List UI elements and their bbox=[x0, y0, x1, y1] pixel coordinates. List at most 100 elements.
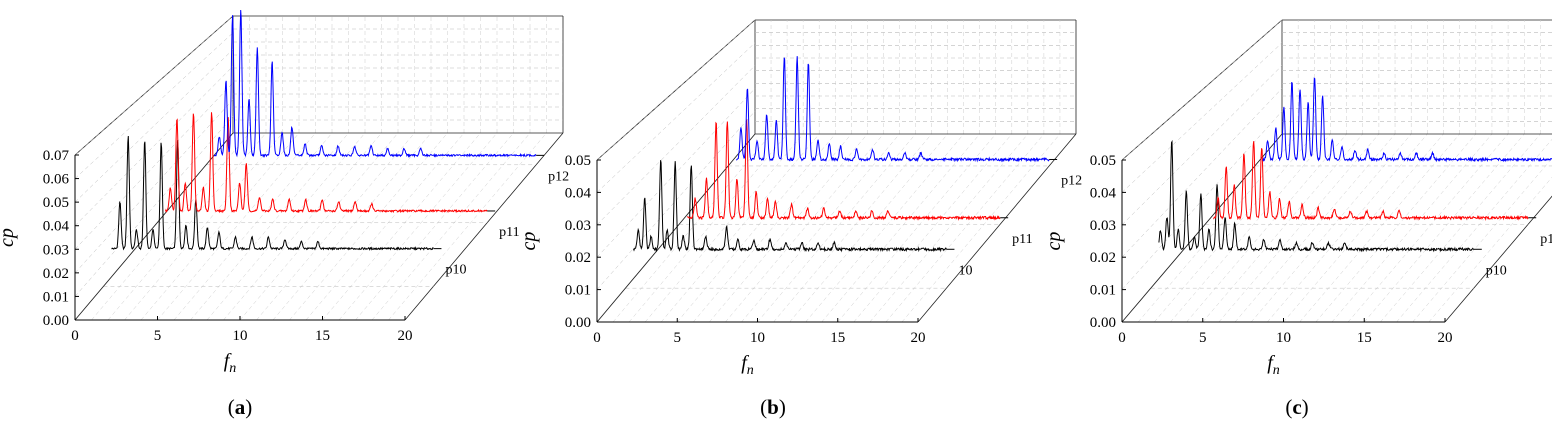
floor-grid-depth bbox=[1412, 157, 1552, 323]
y-tick-label: 0.03 bbox=[1090, 218, 1116, 234]
side-wall-grid bbox=[74, 82, 234, 250]
side-wall-grid bbox=[74, 15, 234, 156]
x-axis-label: fn bbox=[1267, 352, 1280, 378]
floor-grid-depth bbox=[1283, 133, 1444, 323]
series-line-p10 bbox=[111, 135, 434, 251]
floor-grid-depth bbox=[1218, 133, 1380, 323]
side-wall-grid bbox=[1121, 19, 1283, 161]
floor-grid-depth bbox=[157, 132, 316, 321]
floor-grid-depth bbox=[1299, 133, 1460, 323]
series-line-p11 bbox=[164, 112, 488, 214]
floor-left-edge bbox=[596, 133, 756, 323]
floor-grid-depth bbox=[190, 132, 349, 321]
y-tick-label: 0.00 bbox=[1090, 315, 1116, 331]
side-wall-grid bbox=[1121, 42, 1283, 193]
y-tick-label: 0.01 bbox=[565, 283, 591, 299]
floor-grid-depth bbox=[223, 132, 382, 321]
floor-grid-depth bbox=[1170, 133, 1331, 323]
floor-grid-depth bbox=[644, 133, 804, 323]
floor-grid-depth bbox=[289, 132, 448, 321]
floor-grid-depth bbox=[140, 132, 300, 321]
panel-label: (c) bbox=[1285, 395, 1308, 419]
floor-grid-depth bbox=[322, 132, 481, 321]
x-tick-label: 10 bbox=[1276, 330, 1291, 346]
series-line-p10 bbox=[1158, 139, 1475, 253]
panel-label: (a) bbox=[228, 395, 253, 419]
floor-grid-depth bbox=[741, 133, 900, 323]
floor-grid-depth bbox=[1347, 133, 1509, 323]
y-tick-label: 0.00 bbox=[43, 313, 69, 329]
floor-grid-depth bbox=[677, 133, 836, 323]
floor-grid-depth bbox=[1444, 195, 1552, 323]
y-tick-label: 0.04 bbox=[1090, 185, 1117, 201]
series-label-p12: p12 bbox=[1061, 173, 1082, 188]
floor-grid-depth bbox=[725, 133, 884, 323]
floor-grid-depth bbox=[1331, 133, 1493, 323]
side-wall-grid bbox=[74, 49, 234, 203]
side-wall-grid bbox=[596, 65, 756, 225]
series-label-p10: p10 bbox=[445, 263, 466, 278]
panel-label: (b) bbox=[760, 395, 786, 419]
x-tick-label: 15 bbox=[315, 328, 330, 344]
series-line-p11 bbox=[1213, 141, 1529, 221]
x-tick-label: 0 bbox=[593, 330, 601, 346]
x-tick-label: 15 bbox=[1357, 330, 1372, 346]
chart-panel-c: 0 5 10 15 20 0.00 0.01 0.02 0.03 0.04 0.05 fn cp p10 p… bbox=[1043, 19, 1552, 419]
floor-left-edge bbox=[74, 132, 234, 321]
y-tick-label: 0.02 bbox=[1090, 250, 1116, 266]
floor-grid-depth bbox=[805, 133, 964, 323]
side-wall-grid bbox=[1121, 111, 1283, 290]
series-label-p11: p11 bbox=[499, 225, 519, 240]
floor-grid-depth bbox=[757, 133, 916, 323]
floor-grid-depth bbox=[1364, 133, 1525, 323]
floor-grid-depth bbox=[885, 133, 1045, 323]
x-tick-label: 0 bbox=[71, 328, 79, 344]
y-tick-label: 0.07 bbox=[43, 148, 70, 164]
y-tick-label: 0.01 bbox=[43, 289, 69, 305]
series-label-p11: p11 bbox=[1012, 232, 1032, 247]
chart-panel-a: 0 5 10 15 20 0.00 0.01 0.02 0.03 0.04 0.05 0.06 0.07… bbox=[0, 9, 569, 419]
floor-grid-depth bbox=[901, 133, 1061, 323]
chart-panel-b: 0 5 10 15 20 0.00 0.01 0.02 0.03 0.04 0.05 fn cp 10 p1… bbox=[518, 19, 1082, 419]
floor-grid-depth bbox=[107, 132, 267, 321]
side-wall-grid bbox=[596, 42, 756, 193]
floor-grid-depth bbox=[869, 133, 1029, 323]
y-tick-label: 0.04 bbox=[43, 219, 70, 235]
floor-grid-depth bbox=[1202, 133, 1363, 323]
floor-grid-depth bbox=[1267, 133, 1428, 323]
floor-grid-depth bbox=[91, 132, 250, 321]
side-wall-grid bbox=[74, 65, 234, 226]
floor-grid-depth bbox=[1154, 133, 1315, 323]
side-wall-grid bbox=[74, 116, 234, 297]
y-tick-label: 0.01 bbox=[1090, 283, 1116, 299]
side-wall-grid bbox=[596, 19, 756, 161]
x-tick-label: 5 bbox=[674, 330, 682, 346]
floor-grid-depth bbox=[404, 132, 564, 321]
series-line-p12 bbox=[736, 56, 1050, 163]
floor-grid-depth bbox=[821, 133, 980, 323]
series-line-p11 bbox=[686, 119, 1001, 221]
y-tick-label: 0.06 bbox=[43, 172, 70, 188]
floor-grid-depth bbox=[338, 132, 498, 321]
floor-grid-depth bbox=[1186, 133, 1347, 323]
floor-grid-depth bbox=[1137, 133, 1299, 323]
series-label-p11: p11 bbox=[1540, 232, 1552, 247]
floor-grid-depth bbox=[272, 132, 432, 321]
side-wall-grid bbox=[74, 32, 234, 179]
x-tick-label: 20 bbox=[911, 330, 926, 346]
x-tick-label: 5 bbox=[1199, 330, 1207, 346]
floor-grid-depth bbox=[1251, 133, 1412, 323]
x-axis-label: fn bbox=[224, 350, 237, 376]
floor-grid-depth bbox=[917, 133, 1077, 323]
floor-grid-depth bbox=[1380, 133, 1541, 323]
floor-grid-depth bbox=[256, 132, 415, 321]
floor-grid-depth bbox=[773, 133, 932, 323]
side-wall-grid bbox=[1121, 88, 1283, 258]
floor-grid-depth bbox=[709, 133, 868, 323]
y-tick-label: 0.05 bbox=[1090, 153, 1116, 169]
y-tick-label: 0.02 bbox=[43, 266, 69, 282]
floor-grid-depth bbox=[239, 132, 399, 321]
floor-grid-depth bbox=[628, 133, 788, 323]
series-line-p12 bbox=[1262, 77, 1552, 163]
floor-grid-depth bbox=[124, 132, 283, 321]
